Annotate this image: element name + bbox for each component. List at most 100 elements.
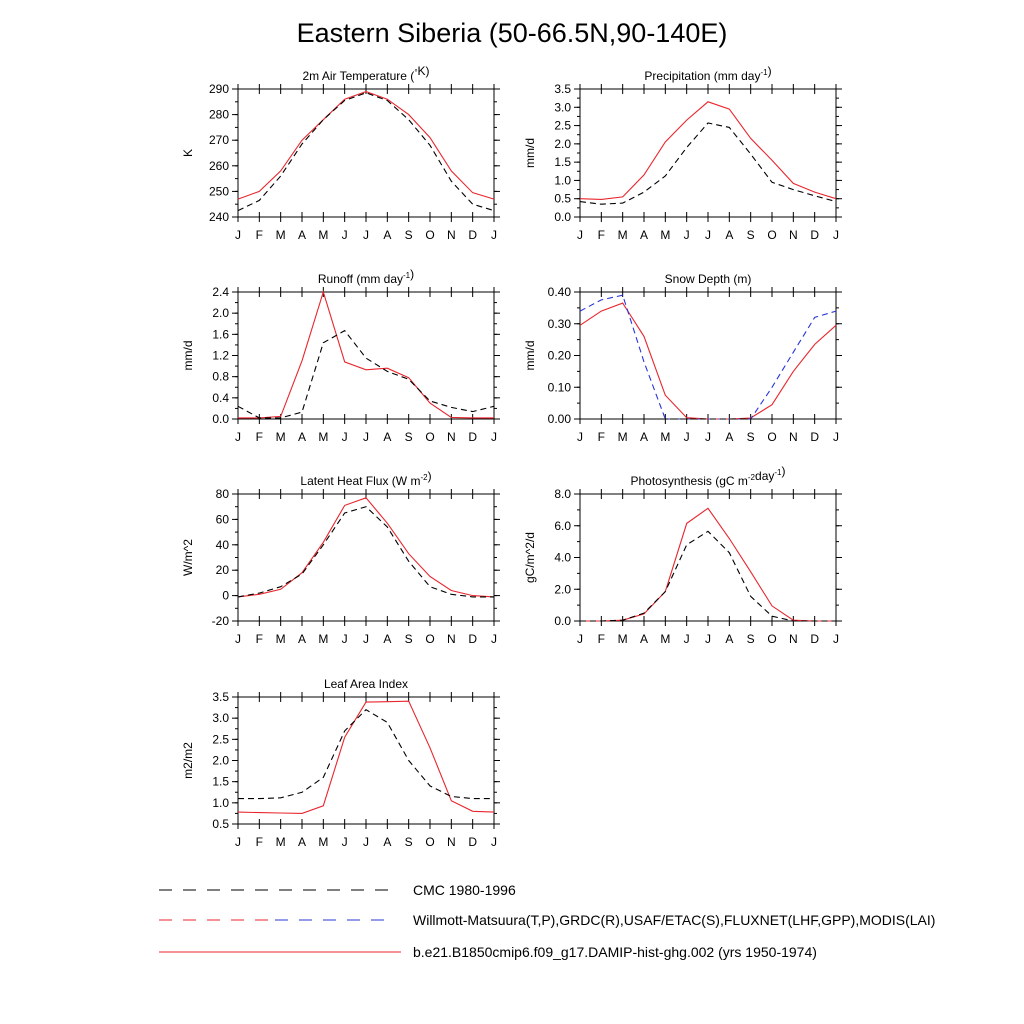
y-axis-label: m2/m2 — [181, 742, 195, 779]
x-tick-label: M — [618, 632, 628, 646]
x-tick-label: N — [447, 228, 456, 242]
x-tick-label: J — [235, 228, 241, 242]
x-tick-label: O — [425, 228, 434, 242]
y-tick-label: 2.0 — [554, 582, 571, 596]
y-tick-label: 2.4 — [212, 285, 229, 299]
y-axis-label: mm/d — [181, 341, 195, 371]
x-tick-label: O — [425, 632, 434, 646]
series-line-0 — [580, 507, 836, 622]
legend-row-cmc: CMC 1980-1996 — [0, 880, 1024, 900]
x-tick-label: J — [833, 430, 839, 444]
series-line-0 — [237, 700, 495, 814]
x-tick-label: S — [747, 632, 755, 646]
plot-frame — [237, 291, 495, 420]
series-line-1 — [237, 329, 495, 419]
x-tick-label: M — [618, 430, 628, 444]
y-tick-label: 1.5 — [554, 155, 571, 169]
y-tick-label: 0.20 — [548, 349, 572, 363]
x-tick-label: M — [318, 835, 328, 849]
y-tick-label: 2.5 — [212, 732, 229, 746]
x-tick-label: F — [256, 835, 263, 849]
x-tick-label: S — [405, 632, 413, 646]
panel-title: Precipitation (mm day-1) — [644, 64, 771, 83]
x-tick-label: A — [640, 632, 648, 646]
y-axis-label: mm/d — [523, 341, 537, 371]
x-tick-label: M — [618, 228, 628, 242]
y-tick-label: 0.5 — [554, 192, 571, 206]
x-tick-label: O — [767, 430, 776, 444]
x-tick-label: A — [640, 430, 648, 444]
series-line-1 — [237, 506, 494, 598]
x-tick-label: N — [789, 430, 798, 444]
legend-swatch-model — [159, 951, 401, 953]
x-tick-label: J — [705, 430, 711, 444]
x-tick-label: M — [318, 632, 328, 646]
y-tick-label: 0.00 — [548, 412, 572, 426]
x-tick-label: A — [383, 228, 391, 242]
y-tick-label: 2.0 — [212, 306, 229, 320]
series-line-0 — [579, 302, 837, 420]
plot-frame — [237, 493, 495, 622]
plot-frame — [579, 493, 837, 622]
x-tick-label: F — [598, 430, 605, 444]
x-tick-label: A — [640, 228, 648, 242]
series-line-0 — [238, 290, 494, 419]
x-tick-label: S — [747, 430, 755, 444]
legend-row-obs: Willmott-Matsuura(T,P),GRDC(R),USAF/ETAC… — [0, 910, 1024, 930]
series-line-1 — [579, 294, 837, 420]
panel-title: Snow Depth (m) — [665, 272, 752, 286]
legend-swatch-cmc — [159, 889, 391, 891]
x-tick-label: S — [747, 228, 755, 242]
x-tick-label: J — [342, 430, 348, 444]
x-tick-label: M — [660, 228, 670, 242]
x-tick-label: M — [660, 430, 670, 444]
y-tick-label: 240 — [209, 210, 229, 224]
x-tick-label: J — [491, 228, 497, 242]
x-tick-label: O — [767, 228, 776, 242]
x-tick-label: J — [363, 430, 369, 444]
y-tick-label: 2.0 — [554, 137, 571, 151]
x-tick-label: J — [363, 632, 369, 646]
x-tick-label: J — [833, 632, 839, 646]
series-line-1 — [579, 122, 837, 205]
x-tick-label: M — [276, 632, 286, 646]
legend-swatch-obs — [159, 919, 391, 921]
page-title: Eastern Siberia (50-66.5N,90-140E) — [296, 18, 728, 48]
y-axis-label: W/m^2 — [181, 539, 195, 576]
x-tick-label: F — [256, 228, 263, 242]
x-tick-label: J — [491, 430, 497, 444]
x-tick-label: J — [235, 835, 241, 849]
y-tick-label: 0.40 — [548, 285, 572, 299]
y-tick-label: 80 — [216, 487, 230, 501]
x-tick-label: D — [810, 430, 819, 444]
x-tick-label: A — [298, 228, 306, 242]
x-tick-label: N — [447, 835, 456, 849]
x-tick-label: D — [468, 835, 477, 849]
series-line-0 — [237, 497, 495, 598]
legend-label-obs: Willmott-Matsuura(T,P),GRDC(R),USAF/ETAC… — [413, 912, 936, 928]
y-tick-label: 2.5 — [554, 119, 571, 133]
y-tick-label: 0.8 — [212, 370, 229, 384]
x-tick-label: A — [383, 632, 391, 646]
x-tick-label: J — [363, 835, 369, 849]
x-tick-label: A — [298, 835, 306, 849]
y-tick-label: 3.0 — [212, 711, 229, 725]
chart-panel-1: J F M A M J J A S O N D J0.00.51.01.52.02.53.03.5mm/… — [523, 64, 842, 242]
y-tick-label: 0.0 — [554, 210, 571, 224]
y-tick-label: 0.5 — [212, 817, 229, 831]
x-tick-label: D — [468, 430, 477, 444]
y-tick-label: 290 — [209, 82, 229, 96]
x-tick-label: J — [577, 228, 583, 242]
chart-panel-5: J F M A M J J A S O N D J0.02.04.06.08.0gC/m^2/dPhot… — [523, 464, 842, 646]
x-tick-label: F — [598, 228, 605, 242]
x-tick-label: J — [684, 228, 690, 242]
y-axis-label: K — [181, 149, 195, 157]
y-tick-label: 0.10 — [548, 380, 572, 394]
plot-frame — [237, 696, 495, 825]
x-tick-label: N — [447, 632, 456, 646]
x-tick-label: J — [833, 228, 839, 242]
x-tick-label: J — [342, 632, 348, 646]
legend-label-model: b.e21.B1850cmip6.f09_g17.DAMIP-hist-ghg.… — [413, 944, 817, 960]
